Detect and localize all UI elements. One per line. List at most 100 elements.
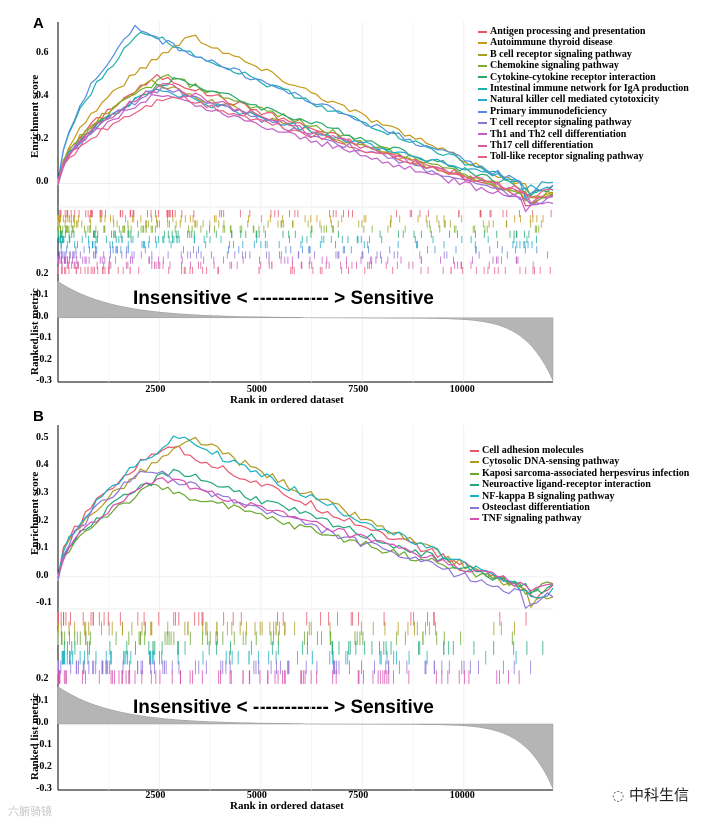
legend-label: Osteoclast differentiation bbox=[482, 502, 590, 514]
panel-b-letter: B bbox=[33, 408, 44, 425]
panel-a-xlabel: Rank in ordered dataset bbox=[230, 394, 344, 406]
y-tick-label-metric: -0.1 bbox=[36, 739, 52, 750]
legend-entry: Cell adhesion molecules bbox=[470, 445, 689, 456]
y-tick-label-es: 0.3 bbox=[36, 487, 49, 499]
legend-swatch bbox=[478, 42, 487, 45]
panel-b-annotation: Insensitive < ------------ > Sensitive bbox=[133, 697, 434, 718]
legend-entry: Cytosolic DNA-sensing pathway bbox=[470, 456, 689, 467]
legend-entry: Intestinal immune network for IgA produc… bbox=[478, 83, 689, 94]
panel-b-xlabel: Rank in ordered dataset bbox=[230, 800, 344, 812]
x-tick-label: 2500 bbox=[145, 790, 166, 801]
panel-A-ranked-metric-area bbox=[57, 280, 554, 382]
panel-A-es-line bbox=[57, 24, 554, 198]
x-tick-label: 7500 bbox=[348, 384, 369, 395]
panel-A-es-line bbox=[57, 85, 554, 206]
legend-entry: B cell receptor signaling pathway bbox=[478, 49, 689, 60]
panel-B-es-line bbox=[57, 470, 554, 610]
panel-b-legend: Cell adhesion molecules Cytosolic DNA-sen… bbox=[470, 445, 689, 525]
y-tick-label-metric: -0.2 bbox=[36, 761, 52, 772]
legend-entry: Primary immunodeficiency bbox=[478, 106, 689, 117]
y-tick-label-metric: 0.1 bbox=[36, 695, 49, 706]
panel-A-es-line bbox=[57, 88, 554, 191]
legend-label: Intestinal immune network for IgA produc… bbox=[490, 83, 689, 95]
panel-A-es-line bbox=[57, 31, 554, 201]
legend-swatch bbox=[470, 449, 479, 452]
legend-label: Autoimmune thyroid disease bbox=[490, 37, 613, 49]
legend-label: T cell receptor signaling pathway bbox=[490, 117, 632, 129]
panel-A-es-line bbox=[57, 77, 554, 197]
panel-A-es-line bbox=[57, 95, 554, 198]
panel-A-es-line bbox=[57, 93, 554, 213]
panel-B-es-line bbox=[57, 477, 554, 592]
legend-swatch bbox=[470, 506, 479, 509]
legend-label: B cell receptor signaling pathway bbox=[490, 48, 632, 60]
legend-label: Cytosolic DNA-sensing pathway bbox=[482, 456, 620, 468]
y-tick-label-metric: 0.2 bbox=[36, 673, 49, 684]
panel-B-ranked-metric-area bbox=[57, 686, 554, 790]
y-tick-label-metric: 0.0 bbox=[36, 310, 49, 322]
legend-swatch bbox=[478, 121, 487, 124]
legend-entry: Autoimmune thyroid disease bbox=[478, 37, 689, 48]
legend-entry: Osteoclast differentiation bbox=[470, 502, 689, 513]
legend-swatch bbox=[478, 133, 487, 136]
y-tick-label-es: -0.1 bbox=[36, 597, 52, 609]
legend-swatch bbox=[478, 110, 487, 113]
legend-label: Cell adhesion molecules bbox=[482, 445, 584, 456]
watermark-left: 六腑骑镜 bbox=[8, 805, 52, 818]
panel-B-es-line bbox=[57, 483, 554, 595]
legend-label: Kaposi sarcoma-associated herpesvirus in… bbox=[482, 467, 690, 479]
x-tick-label: 10000 bbox=[449, 384, 475, 395]
legend-label: Natural killer cell mediated cytotoxicit… bbox=[490, 94, 660, 106]
legend-label: Primary immunodeficiency bbox=[490, 105, 607, 117]
legend-swatch bbox=[478, 76, 487, 79]
legend-entry: Natural killer cell mediated cytotoxicit… bbox=[478, 94, 689, 105]
y-tick-label-metric: 0.2 bbox=[36, 268, 49, 279]
brand-text: 中科生信 bbox=[629, 786, 690, 804]
legend-swatch bbox=[478, 64, 487, 67]
panel-a-annotation: Insensitive < ------------ > Sensitive bbox=[133, 288, 434, 309]
legend-entry: NF-kappa B signaling pathway bbox=[470, 491, 689, 502]
legend-label: Chemokine signaling pathway bbox=[490, 60, 619, 72]
x-tick-label: 5000 bbox=[246, 790, 267, 801]
legend-entry: Toll-like receptor signaling pathway bbox=[478, 151, 689, 162]
legend-entry: Antigen processing and presentation bbox=[478, 26, 689, 37]
y-tick-label-metric: 0.0 bbox=[36, 717, 49, 728]
legend-swatch bbox=[478, 87, 487, 90]
legend-swatch bbox=[470, 483, 479, 486]
panel-a-legend: Antigen processing and presentation Autoi… bbox=[478, 26, 689, 163]
y-tick-label-es: 0.0 bbox=[36, 569, 49, 581]
panel-B-es-line bbox=[57, 435, 554, 599]
y-tick-label-metric: -0.1 bbox=[36, 332, 52, 344]
legend-label: Antigen processing and presentation bbox=[490, 26, 646, 37]
y-tick-label-es: 0.4 bbox=[36, 459, 49, 471]
y-tick-label-es: 0.2 bbox=[36, 514, 49, 526]
x-tick-label: 5000 bbox=[246, 384, 267, 395]
legend-label: Neuroactive ligand-receptor interaction bbox=[482, 479, 651, 491]
panel-B-es-line bbox=[57, 436, 554, 609]
x-tick-label: 10000 bbox=[449, 790, 475, 801]
x-tick-label: 7500 bbox=[348, 790, 369, 801]
y-tick-label-metric: -0.3 bbox=[36, 375, 52, 386]
y-tick-label-es: 0.5 bbox=[36, 431, 49, 443]
brand-label: ◌ 中科生信 bbox=[612, 784, 689, 805]
wechat-icon: ◌ bbox=[612, 788, 625, 804]
y-tick-label-metric: -0.2 bbox=[36, 353, 52, 365]
legend-entry: Kaposi sarcoma-associated herpesvirus in… bbox=[470, 468, 689, 479]
y-tick-label-es: 0.6 bbox=[36, 47, 49, 59]
legend-label: NF-kappa B signaling pathway bbox=[482, 490, 615, 502]
legend-label: Cytokine-cytokine receptor interaction bbox=[490, 71, 656, 83]
legend-swatch bbox=[478, 53, 487, 56]
legend-label: Th17 cell differentiation bbox=[490, 140, 594, 152]
legend-label: Th1 and Th2 cell differentiation bbox=[490, 128, 627, 140]
legend-entry: Cytokine-cytokine receptor interaction bbox=[478, 72, 689, 83]
legend-entry: T cell receptor signaling pathway bbox=[478, 117, 689, 128]
y-tick-label-es: 0.4 bbox=[36, 90, 49, 102]
legend-entry: Th17 cell differentiation bbox=[478, 140, 689, 151]
legend-swatch bbox=[470, 518, 479, 521]
y-tick-label-es: 0.2 bbox=[36, 133, 49, 145]
legend-entry: Chemokine signaling pathway bbox=[478, 60, 689, 71]
legend-swatch bbox=[470, 461, 479, 464]
panel-B-es-line bbox=[57, 468, 554, 595]
y-tick-label-es: 0.0 bbox=[36, 176, 49, 188]
